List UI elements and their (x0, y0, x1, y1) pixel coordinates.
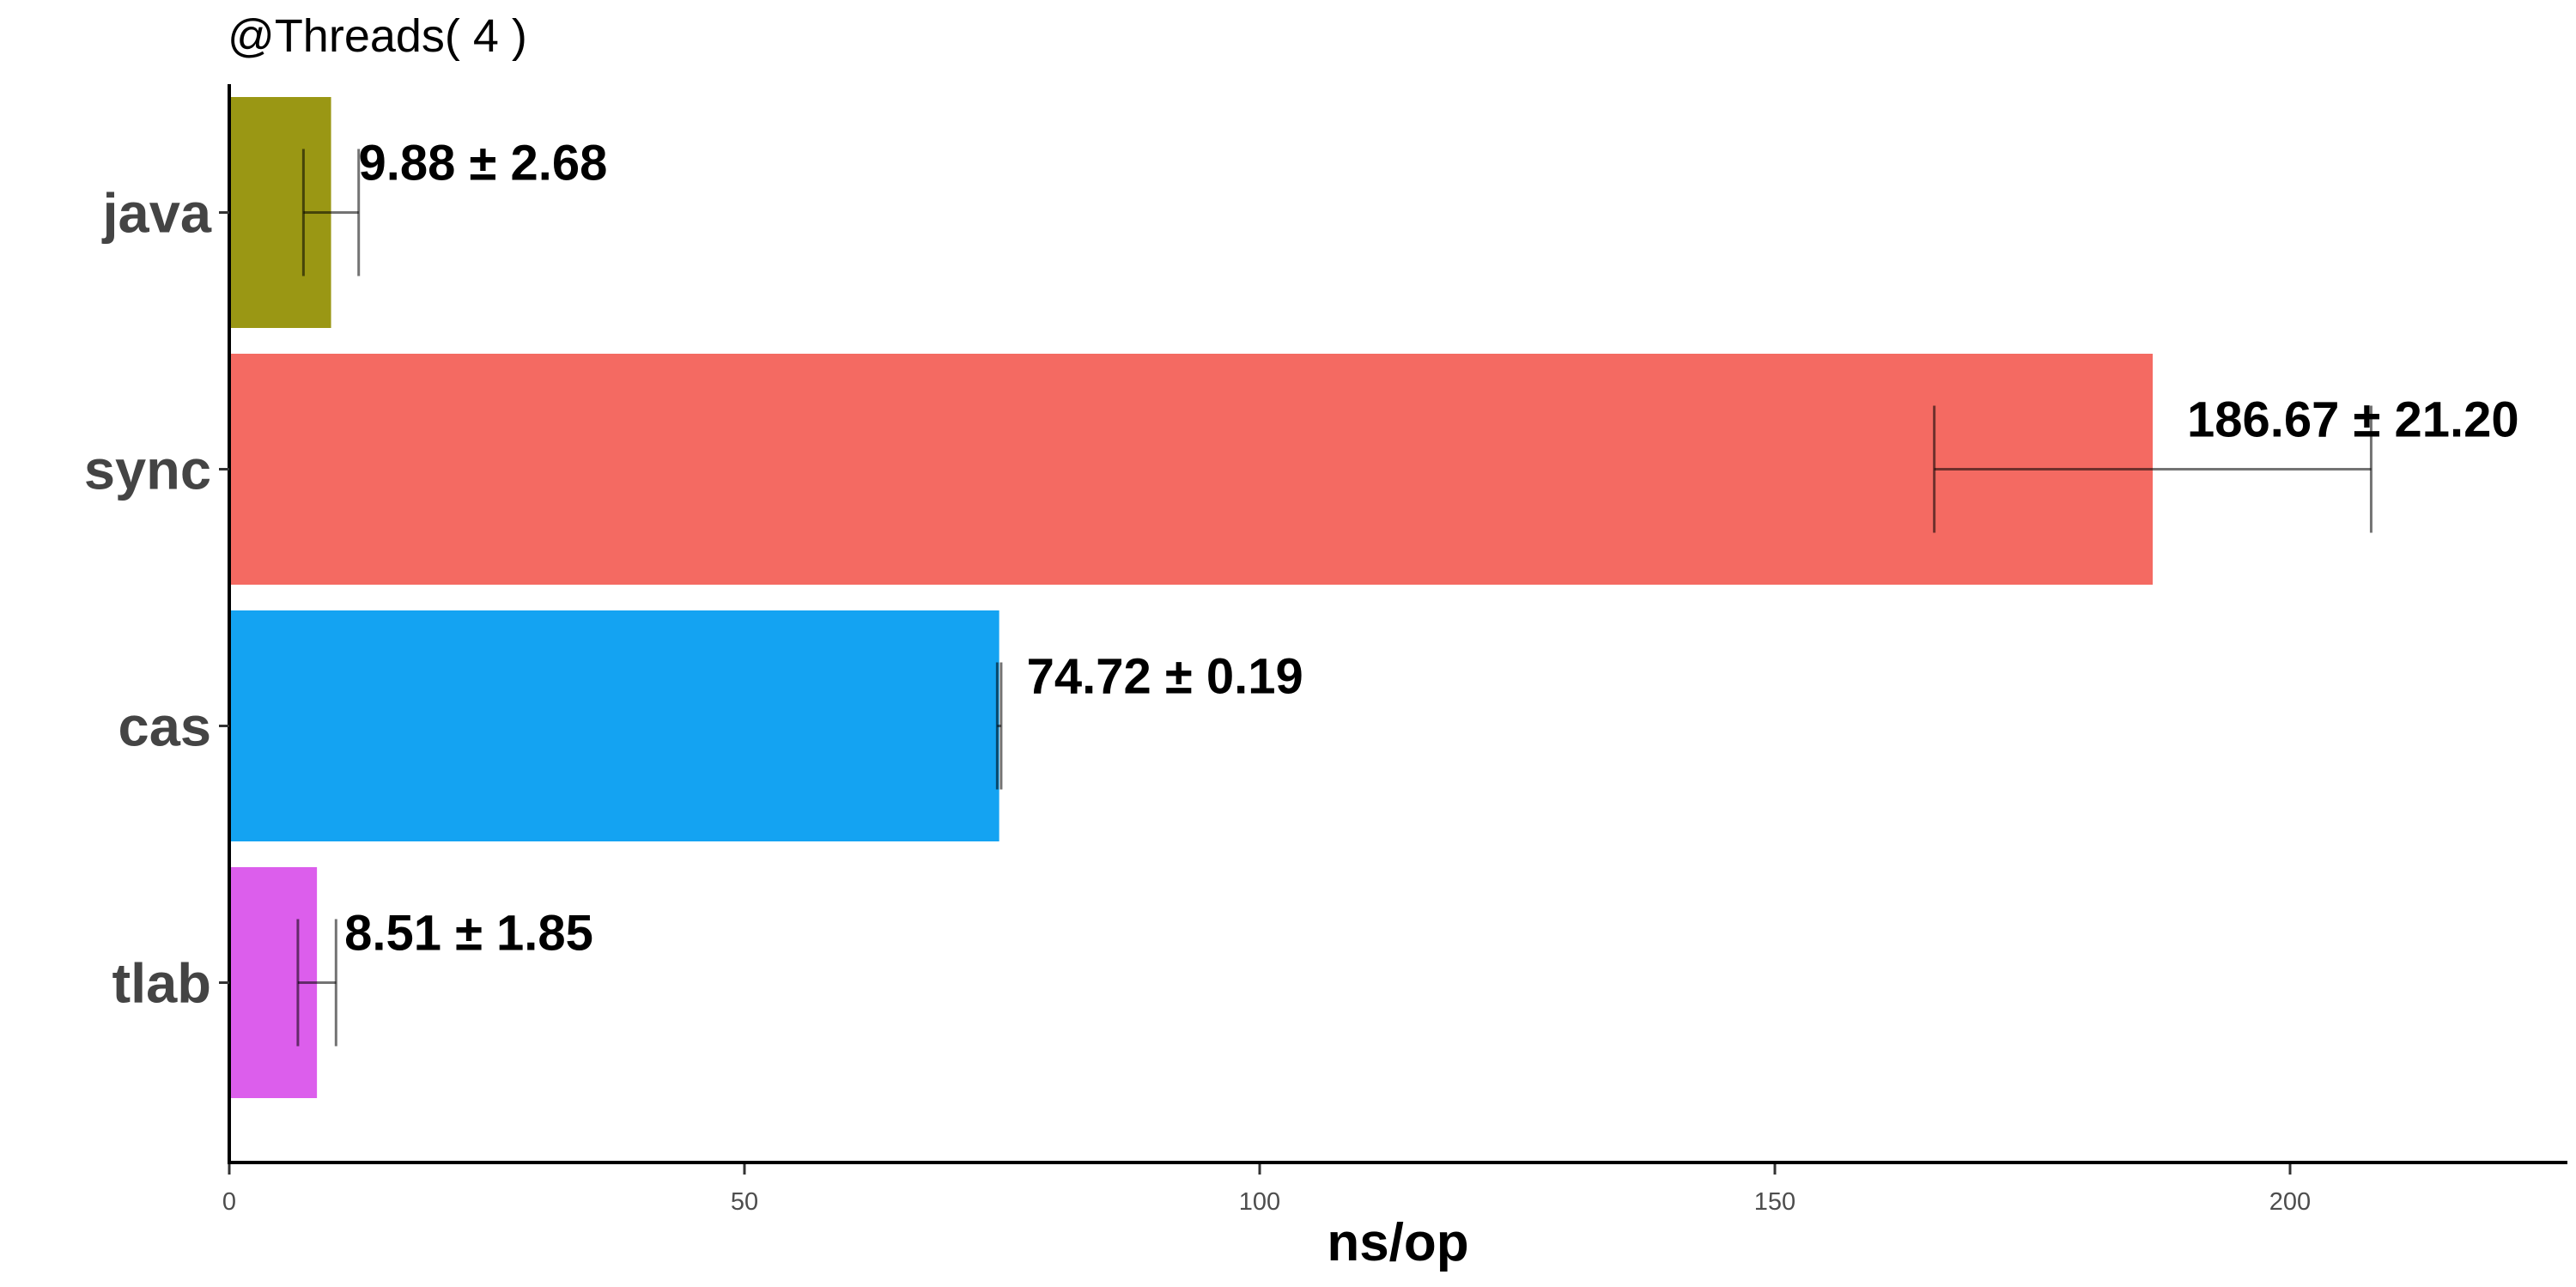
axes-layer (228, 84, 2567, 1164)
bars-layer (228, 97, 2154, 1098)
bar-cas (228, 610, 999, 841)
category-label-tlab: tlab (112, 952, 211, 1015)
value-label-cas: 74.72 ± 0.19 (1027, 649, 1303, 705)
category-label-cas: cas (118, 695, 211, 758)
x-tick-label-150: 150 (1754, 1188, 1795, 1216)
x-tick-label-50: 50 (731, 1188, 758, 1216)
x-axis-title: ns/op (1327, 1213, 1468, 1272)
x-ticks-layer: 0 50 100 150 200 (222, 1164, 2311, 1216)
x-tick-label-100: 100 (1239, 1188, 1280, 1216)
y-ticks-layer: java sync cas tlab (84, 182, 229, 1015)
value-label-tlab: 8.51 ± 1.85 (344, 906, 593, 962)
value-label-sync: 186.67 ± 21.20 (2187, 392, 2519, 448)
error-bars-layer (296, 149, 2372, 1047)
category-label-java: java (100, 182, 211, 245)
chart-title: @Threads( 4 ) (228, 10, 527, 62)
x-tick-label-0: 0 (222, 1188, 236, 1216)
value-label-java: 9.88 ± 2.68 (359, 136, 608, 191)
x-tick-label-200: 200 (2269, 1188, 2311, 1216)
category-label-sync: sync (84, 439, 211, 501)
value-labels-layer: 9.88 ± 2.68 186.67 ± 21.20 74.72 ± 0.19 8.5… (344, 136, 2519, 962)
bar-sync (228, 354, 2154, 585)
